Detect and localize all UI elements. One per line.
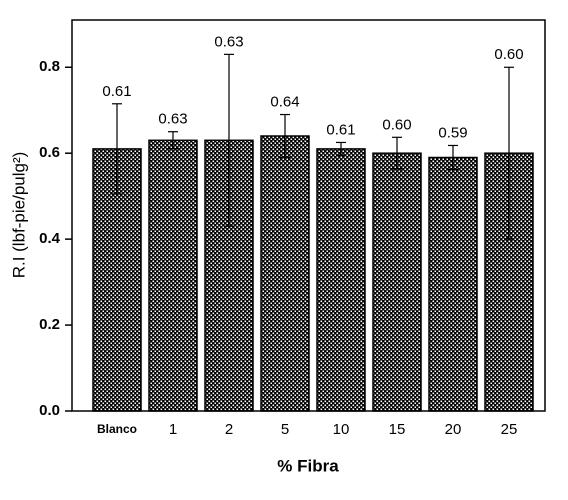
x-tick-label: 10 xyxy=(333,421,350,438)
x-tick-label: 20 xyxy=(445,421,462,438)
x-tick-label: 2 xyxy=(225,421,233,438)
x-tick-label: Blanco xyxy=(97,422,137,436)
value-label: 0.61 xyxy=(102,83,131,100)
y-tick-label: 0.4 xyxy=(39,230,61,247)
bar xyxy=(148,139,198,412)
value-label: 0.63 xyxy=(158,111,187,128)
y-axis-label: R.I (lbf-pie/pulg²) xyxy=(9,152,28,279)
bar xyxy=(316,148,366,412)
value-label: 0.60 xyxy=(494,46,523,63)
value-label: 0.63 xyxy=(214,33,243,50)
value-label: 0.64 xyxy=(270,93,299,110)
value-label: 0.60 xyxy=(382,116,411,133)
bar xyxy=(372,152,422,412)
x-tick-label: 5 xyxy=(281,421,289,438)
bar xyxy=(428,156,478,412)
y-tick-label: 0.0 xyxy=(39,402,60,419)
y-tick-label: 0.8 xyxy=(39,58,60,75)
y-tick-label: 0.6 xyxy=(39,144,60,161)
value-label: 0.59 xyxy=(438,124,467,141)
x-axis-label: % Fibra xyxy=(277,456,339,475)
x-tick-label: 1 xyxy=(169,421,177,438)
y-tick-label: 0.2 xyxy=(39,316,60,333)
value-label: 0.61 xyxy=(326,121,355,138)
bar xyxy=(260,135,310,412)
x-tick-label: 15 xyxy=(389,421,406,438)
x-tick-label: 25 xyxy=(501,421,518,438)
